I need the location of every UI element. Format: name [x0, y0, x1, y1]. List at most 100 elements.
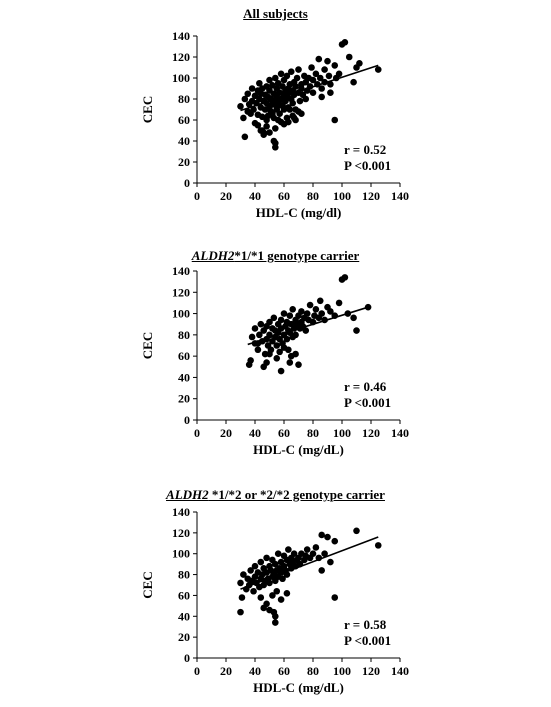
- y-tick-label: 60: [178, 349, 190, 363]
- data-point: [312, 70, 320, 78]
- data-point: [263, 554, 270, 562]
- data-point: [266, 318, 273, 326]
- y-tick-label: 60: [178, 113, 190, 127]
- data-point: [272, 125, 279, 132]
- x-tick-label: 60: [278, 189, 290, 203]
- x-tick-label: 40: [249, 664, 261, 678]
- y-tick-label: 40: [178, 609, 190, 623]
- data-point: [327, 308, 334, 315]
- x-tick-label: 120: [362, 664, 380, 678]
- y-tick-label: 140: [172, 29, 190, 43]
- data-point: [254, 121, 262, 129]
- data-point: [292, 350, 299, 358]
- data-point: [353, 327, 360, 334]
- data-point: [295, 66, 302, 73]
- data-point: [279, 575, 286, 583]
- data-point: [266, 350, 273, 358]
- y-tick-label: 100: [172, 547, 190, 561]
- data-point: [306, 301, 314, 309]
- data-point: [276, 348, 283, 356]
- data-point: [374, 542, 382, 549]
- x-tick-label: 140: [391, 426, 409, 440]
- data-point: [286, 312, 294, 319]
- x-tick-label: 40: [249, 189, 261, 203]
- data-point: [356, 60, 363, 67]
- data-point: [327, 89, 334, 96]
- data-point: [283, 335, 291, 343]
- chart-title: All subjects: [0, 6, 551, 22]
- stat-annotation: r = 0.46: [344, 379, 387, 394]
- x-tick-label: 120: [362, 426, 380, 440]
- x-axis-label: HDL-C (mg/dL): [253, 680, 344, 695]
- data-point: [263, 123, 270, 130]
- data-point: [309, 89, 317, 96]
- y-tick-label: 80: [178, 568, 190, 582]
- y-tick-label: 80: [178, 92, 190, 106]
- data-point: [277, 596, 285, 603]
- x-tick-label: 80: [307, 426, 319, 440]
- data-point: [273, 354, 281, 362]
- scatter-plot: 0 20 40 60 80 100 120 140 0 20 40 60 80 100 120 140 HDL-…: [140, 264, 409, 457]
- y-tick-label: 120: [172, 50, 190, 64]
- data-point: [374, 66, 382, 73]
- x-tick-label: 100: [333, 426, 351, 440]
- data-point: [318, 93, 326, 101]
- y-tick-label: 120: [172, 526, 190, 540]
- y-tick-label: 80: [178, 328, 190, 342]
- y-tick-label: 40: [178, 134, 190, 148]
- data-point: [240, 114, 247, 122]
- data-point: [316, 297, 324, 305]
- data-point: [315, 55, 323, 63]
- x-tick-label: 60: [278, 664, 290, 678]
- data-point: [345, 53, 353, 61]
- data-point: [316, 74, 324, 82]
- x-axis-label: HDL-C (mg/dL): [253, 442, 344, 457]
- data-point: [276, 110, 283, 117]
- data-point: [286, 359, 294, 366]
- data-point: [248, 333, 256, 341]
- data-point: [247, 357, 254, 364]
- trend-line: [240, 64, 379, 112]
- y-tick-label: 20: [178, 155, 190, 169]
- data-point: [277, 70, 285, 78]
- data-point: [254, 346, 262, 354]
- data-point: [256, 331, 263, 339]
- stat-annotation: r = 0.58: [344, 617, 387, 632]
- data-point: [277, 316, 285, 324]
- data-point: [303, 546, 311, 553]
- data-point: [309, 550, 317, 558]
- y-tick-label: 140: [172, 505, 190, 519]
- data-point: [251, 325, 259, 332]
- data-point: [350, 314, 357, 322]
- chart-panel-2: ALDH2*1/*1 genotype carrier 0 20 40 60 80 100…: [0, 248, 551, 463]
- x-tick-label: 140: [391, 189, 409, 203]
- chart-title-text: All subjects: [243, 6, 308, 21]
- trend-line: [247, 306, 369, 346]
- data-point: [280, 310, 288, 317]
- y-tick-label: 120: [172, 285, 190, 299]
- chart-title-italic: ALDH2: [191, 248, 235, 263]
- data-point: [251, 562, 259, 570]
- data-point: [272, 619, 279, 626]
- x-tick-label: 60: [278, 426, 290, 440]
- data-point: [303, 310, 311, 317]
- data-point: [289, 99, 297, 107]
- x-tick-label: 20: [220, 664, 232, 678]
- data-point: [321, 550, 328, 558]
- data-point: [241, 95, 249, 103]
- data-point: [277, 367, 285, 375]
- data-point: [290, 550, 298, 558]
- data-point: [269, 592, 276, 599]
- data-point: [327, 558, 334, 566]
- data-point: [240, 571, 247, 578]
- data-point: [325, 72, 333, 80]
- data-point: [237, 103, 244, 110]
- chart-title: ALDH2 *1/*2 or *2/*2 genotype carrier: [0, 487, 551, 503]
- x-tick-label: 80: [307, 189, 319, 203]
- y-tick-label: 20: [178, 392, 190, 406]
- data-point: [298, 110, 305, 117]
- data-point: [266, 76, 273, 84]
- y-tick-label: 60: [178, 588, 190, 602]
- x-axis-label: HDL-C (mg/dl): [256, 205, 342, 220]
- y-tick-label: 40: [178, 370, 190, 384]
